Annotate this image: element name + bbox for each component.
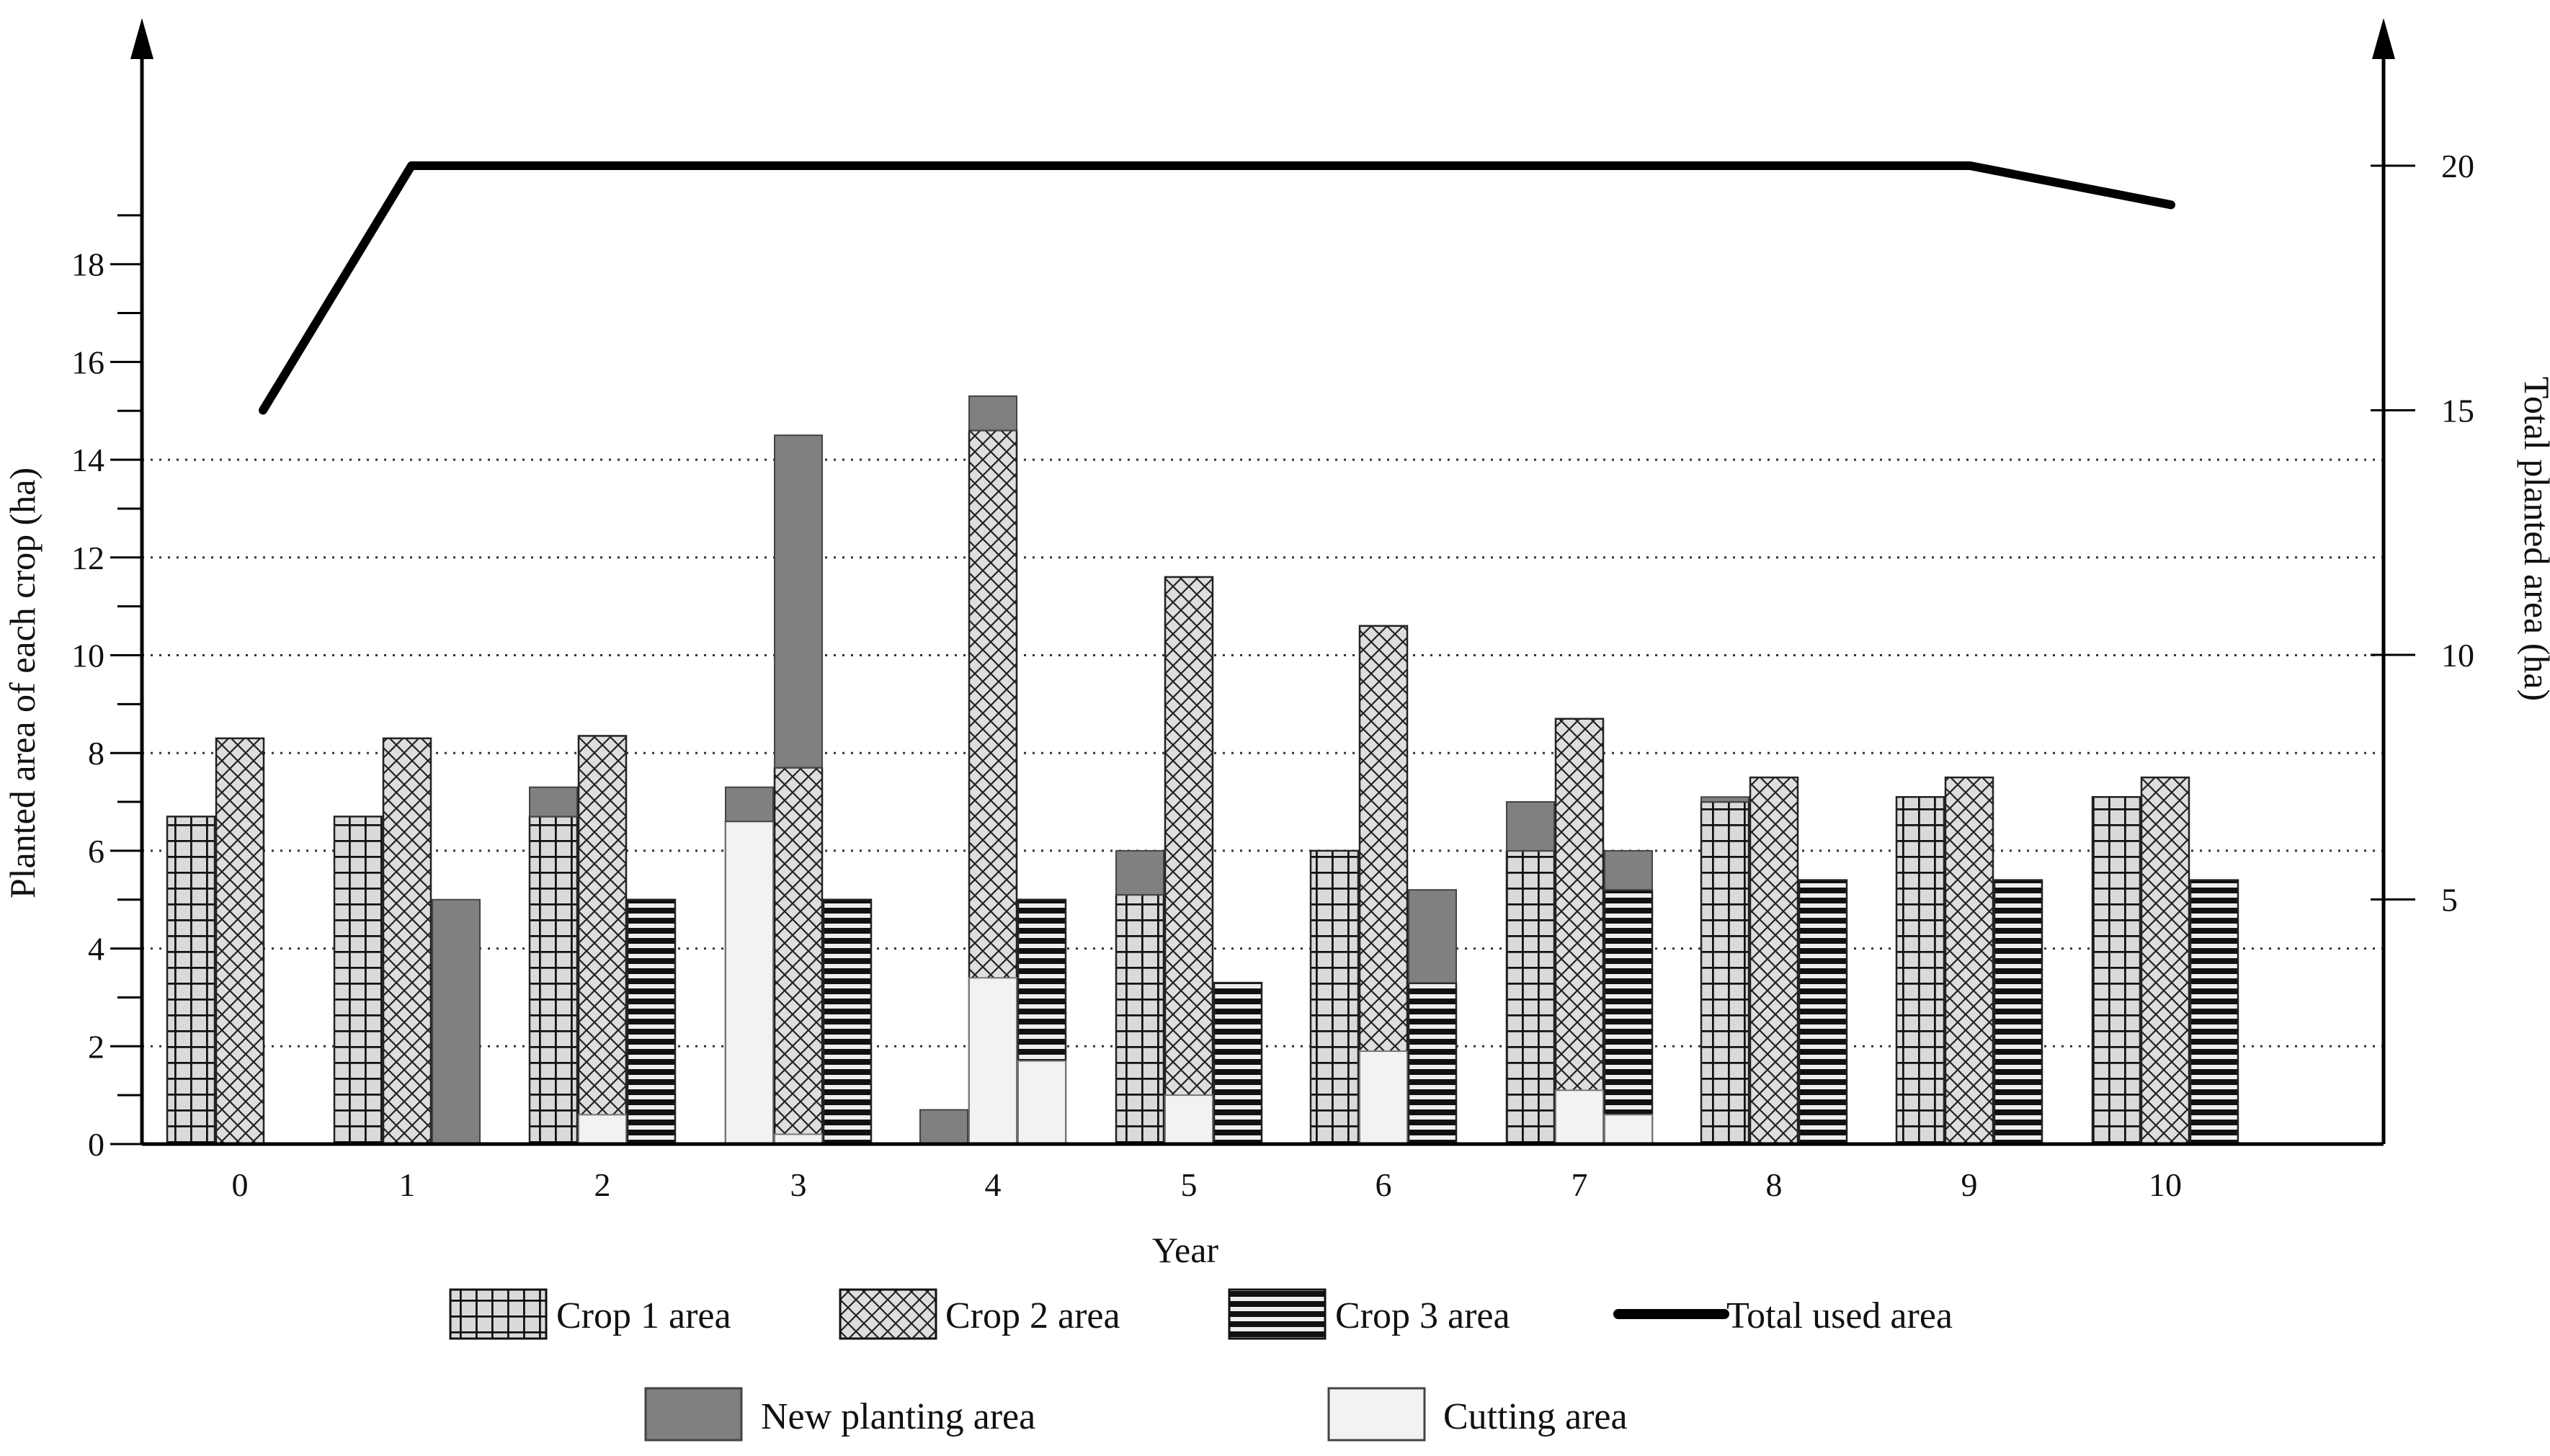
crop1-new-planting-year-5 [1115,849,1164,896]
total-line [259,161,2175,415]
legend-label-cutting: Cutting area [1443,1396,1628,1437]
crop1-bar-year-10 [2091,796,2141,1145]
legend-label-crop2: Crop 2 area [945,1295,1120,1336]
crop3-bar-year-3 [822,898,873,1145]
legend-swatch-crop2 [839,1288,937,1340]
legend-label-crop1: Crop 1 area [556,1295,731,1336]
y-axis-right-arrow [2372,18,2395,59]
crop1-bar-year-6 [1309,849,1360,1145]
y-tick-label: 2 [88,1028,104,1065]
x-tick-label: 0 [232,1166,249,1203]
crop2-bar-year-10 [2140,776,2190,1145]
crop1-bar-year-8 [1700,800,1750,1145]
crop2-bar-year-7 [1554,718,1605,1145]
crop2-bar-year-0 [215,737,265,1145]
crop2-bar-year-2 [577,735,628,1145]
x-tick-label: 8 [1766,1166,1783,1203]
x-tick-label: 9 [1961,1166,1978,1203]
crop2-new-planting-year-4 [968,395,1017,432]
crop2-bar-year-8 [1749,776,1799,1145]
y-tick-label: 8 [88,735,104,772]
total-used-area-line [259,161,2175,415]
crop3-bar-year-2 [626,898,677,1145]
crop2-bar-year-1 [382,737,432,1145]
crop2-cutting-year-2 [578,1114,627,1145]
crop1-bar-year-0 [166,816,216,1145]
y2-tick-label: 15 [2441,393,2474,429]
legend-swatch-crop1 [449,1288,548,1340]
x-axis-title: Year [1152,1230,1218,1270]
x-tick-label: 1 [399,1166,416,1203]
crop1-bar-year-2 [528,816,579,1145]
x-tick-label: 5 [1181,1166,1198,1203]
crop3-bar-year-10 [2189,879,2239,1145]
crop1-cutting-year-3 [725,821,774,1145]
crop1-bar-year-7 [1505,849,1556,1145]
legend-swatch-crop3 [1228,1288,1327,1340]
crop1-new-planting-year-8 [1700,796,1749,803]
x-tick-label: 6 [1376,1166,1392,1203]
crop1-new-planting-year-3 [725,786,774,823]
x-tick-label: 4 [985,1166,1002,1203]
crop2-new-planting-year-3 [774,434,823,769]
crop2-bar-year-3 [773,767,824,1145]
y2-tick-label: 20 [2441,148,2474,184]
x-tick-label: 7 [1572,1166,1588,1203]
crop3-new-planting-year-6 [1408,889,1457,984]
bars [166,395,2239,1145]
legend-swatch-cutting [1327,1387,1426,1442]
legend-label-crop3: Crop 3 area [1335,1295,1510,1336]
legend-label-new-planting: New planting area [761,1396,1035,1437]
crop3-bar-year-9 [1993,879,2043,1145]
crop1-bar-year-9 [1895,796,1945,1145]
y-tick-label: 16 [71,344,104,380]
y2-tick-label: 10 [2441,637,2474,674]
crop3-new-planting-year-7 [1604,849,1653,891]
x-tick-label: 3 [790,1166,807,1203]
crop1-new-planting-year-2 [529,786,578,818]
y-tick-label: 10 [71,638,104,674]
y-tick-label: 6 [88,833,104,870]
x-tick-label: 2 [594,1166,611,1203]
crop3-bar-year-7 [1603,888,1654,1145]
legend-label-total-line: Total used area [1726,1295,1953,1336]
crop2-cutting-year-7 [1555,1089,1604,1145]
crop2-cutting-year-4 [968,977,1017,1145]
y-axis-title: Planted area of each crop (ha) [2,468,43,898]
crop1-new-planting-year-7 [1506,801,1555,852]
crop2-cutting-year-6 [1359,1050,1408,1145]
legend: Crop 1 area Crop 2 area Crop 3 area Tota… [449,1288,1953,1442]
crop2-cutting-year-5 [1164,1094,1213,1145]
y2-axis-title: Total planted area (ha) [2517,377,2550,701]
crop3-bar-year-8 [1798,879,1848,1145]
y-tick-label: 0 [88,1126,104,1163]
y-tick-label: 4 [88,931,104,968]
crop3-bar-year-5 [1213,981,1263,1145]
y-tick-label: 14 [71,442,104,478]
crop2-bar-year-9 [1944,776,1994,1145]
crop3-new-planting-year-1 [432,898,481,1145]
crop3-bar-year-6 [1407,981,1458,1145]
crop3-cutting-year-7 [1604,1114,1653,1145]
y-tick-label: 18 [71,246,104,283]
crop1-bar-year-1 [333,816,383,1145]
crop3-cutting-year-4 [1017,1060,1066,1145]
y-axis-left-arrow [130,18,153,59]
y2-tick-label: 5 [2441,882,2458,919]
legend-swatch-new-planting [644,1387,743,1442]
crop2-bar-year-5 [1164,576,1214,1145]
crop1-bar-year-5 [1115,893,1165,1145]
x-tick-label: 10 [2149,1166,2182,1203]
crop1-new-planting-year-4 [919,1109,968,1145]
y-tick-label: 12 [71,540,104,576]
